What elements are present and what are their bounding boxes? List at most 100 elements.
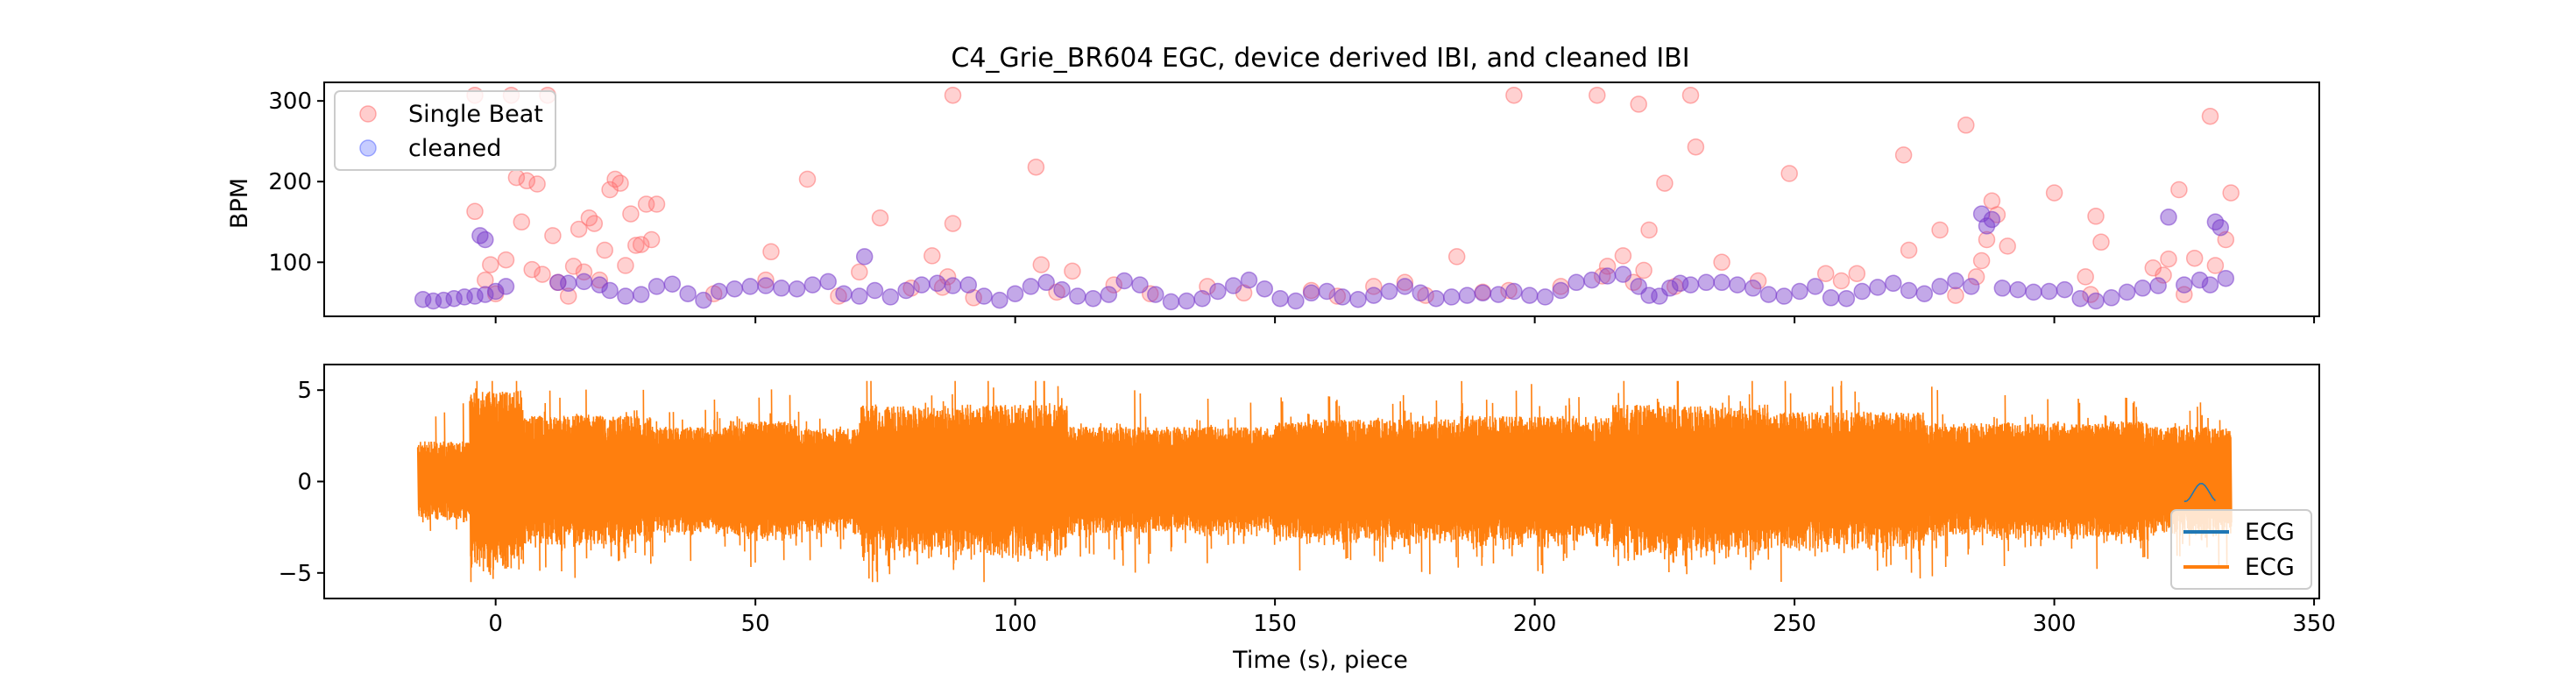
cleaned-point [1193, 289, 1211, 308]
single-beat-point [2155, 266, 2172, 284]
bottom-x-tick-label: 150 [1253, 611, 1297, 637]
cleaned-point [2071, 289, 2089, 308]
ecg-line-plot: −5 0 5 0 50 100 150 200 250 300 350 Time (s), pie… [279, 364, 2336, 674]
single-beat-point [1931, 221, 1949, 239]
single-beat-point [1967, 268, 1985, 286]
single-beat-point [1552, 278, 1570, 295]
single-beat-point [851, 263, 868, 281]
single-beat-point [1780, 165, 1798, 182]
cleaned-point [1505, 282, 1523, 301]
single-beat-point [1105, 276, 1123, 294]
cleaned-point [2176, 276, 2193, 294]
legend-label-cleaned: cleaned [408, 135, 501, 162]
single-beat-point [596, 241, 613, 259]
cleaned-point [2103, 289, 2120, 307]
cleaned-point [1178, 292, 1196, 310]
top-x-ticks [494, 316, 2316, 323]
cleaned-point [1598, 267, 1617, 285]
single-beat-point [1832, 272, 1851, 290]
bottom-x-tick-label: 250 [1773, 611, 1816, 637]
ecg-line-marks [416, 380, 2233, 583]
single-beat-point [648, 195, 666, 213]
top-axes-frame [323, 81, 2320, 317]
cleaned-point [913, 276, 931, 294]
single-beat-point [497, 251, 515, 269]
single-beat-point [544, 227, 562, 244]
cleaned-point [1022, 278, 1040, 295]
single-beat-point [1681, 86, 1700, 104]
cleaned-point [2134, 280, 2152, 297]
cleaned-point [1993, 280, 2012, 297]
single-beat-point [1027, 158, 1045, 176]
legend-label-ecg-1: ECG [2245, 519, 2295, 546]
cleaned-point [1759, 286, 1778, 303]
single-beat-point [1713, 253, 1730, 272]
legend-label-ecg-2: ECG [2245, 554, 2295, 581]
single-beat-point [622, 205, 640, 223]
cleaned-point [648, 278, 666, 295]
cleaned-point [1224, 277, 1242, 294]
cleaned-point [1100, 286, 1118, 303]
cleaned-point [1131, 276, 1149, 294]
cleaned-point [1822, 289, 1840, 307]
bottom-y-tick-label: −5 [279, 561, 312, 587]
ecg-blue-line [2183, 482, 2216, 503]
single-beat-point [762, 243, 780, 261]
chart-title: C4_Grie_BR604 EGC, device derived IBI, a… [951, 43, 1689, 74]
single-beat-point [1640, 221, 1658, 239]
cleaned-point [1697, 273, 1716, 292]
cleaned-point [2040, 282, 2058, 301]
cleaned-point [2056, 280, 2074, 299]
cleaned-point [1661, 280, 1679, 297]
cleaned-point [1490, 286, 1507, 303]
cleaned-point [591, 276, 609, 294]
cleaned-point [835, 285, 853, 302]
single-beat-point [2176, 286, 2193, 303]
top-y-tick-label: 200 [268, 169, 312, 195]
cleaned-point [559, 274, 577, 293]
cleaned-point [975, 287, 993, 305]
cleaned-point [1885, 274, 1902, 293]
bottom-y-tick-label: 0 [297, 470, 312, 496]
cleaned-point [1115, 272, 1133, 290]
single-beat-point [528, 175, 546, 193]
single-beat-point [632, 236, 650, 253]
cleaned-point [1380, 282, 1398, 301]
single-beat-point [617, 257, 634, 274]
cleaned-point [477, 230, 494, 249]
cleaned-point [1302, 284, 1320, 302]
single-beat-point [612, 174, 629, 192]
cleaned-point [897, 281, 915, 300]
cleaned-point [632, 286, 650, 303]
cleaned-point [1681, 276, 1700, 294]
cleaned-point [991, 291, 1008, 309]
cleaned-point [1458, 287, 1476, 304]
bottom-x-tick-label: 100 [994, 611, 1037, 637]
cleaned-point [725, 280, 744, 298]
cleaned-point [1365, 287, 1383, 304]
single-beat-point [642, 230, 661, 249]
cleaned-point [1947, 272, 1964, 290]
single-beat-point [1978, 230, 1996, 249]
cleaned-point [575, 273, 593, 291]
cleaned-point [1162, 293, 1180, 311]
single-beat-point [559, 287, 577, 305]
bottom-y-tick-label: 5 [297, 378, 312, 404]
single-beat-point [2201, 107, 2219, 125]
single-beat-point [1972, 251, 1991, 270]
single-beat-point [1656, 174, 1674, 192]
single-beat-point [1999, 237, 2016, 255]
single-beat-point [523, 260, 541, 279]
cleaned-point [866, 281, 884, 300]
cleaned-point [1791, 282, 1808, 301]
cleaned-point [617, 287, 634, 305]
cleaned-point [1147, 286, 1164, 303]
cleaned-point [2087, 292, 2105, 310]
single-beat-point [944, 86, 962, 104]
cleaned-point [1318, 282, 1336, 301]
cleaned-point [2149, 277, 2167, 294]
single-beat-point [1032, 256, 1051, 273]
bottom-x-tick-label: 0 [488, 611, 503, 637]
single-beat-point [1064, 262, 1081, 280]
cleaned-point [1006, 285, 1024, 302]
